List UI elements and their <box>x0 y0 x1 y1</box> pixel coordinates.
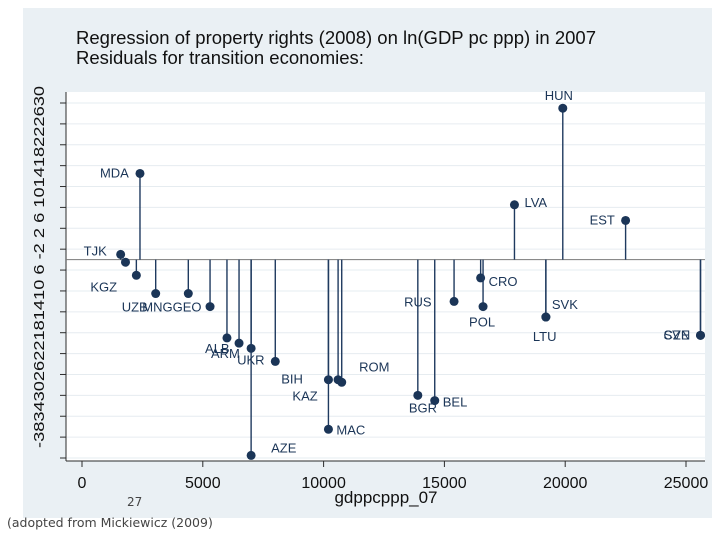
chart-title: Regression of property rights (2008) on … <box>76 27 596 48</box>
point-label: EST <box>590 212 615 227</box>
data-point <box>558 103 568 113</box>
point-label: RUS <box>404 294 432 309</box>
data-point <box>541 312 551 322</box>
point-label: UZB <box>122 300 148 315</box>
data-point <box>476 273 486 283</box>
point-label: CZE <box>663 327 689 342</box>
plot-area <box>66 92 705 461</box>
data-point <box>183 289 193 299</box>
point-label: KGZ <box>90 279 117 294</box>
data-point <box>222 333 232 343</box>
data-point <box>337 377 347 387</box>
x-tick-label: 0 <box>78 475 87 492</box>
point-label: TJK <box>84 243 107 258</box>
point-label: MNGGEO <box>142 300 201 315</box>
point-label: LTU <box>533 329 557 344</box>
x-tick-label: 10000 <box>301 475 346 492</box>
data-point <box>509 200 519 210</box>
point-label: LVA <box>524 195 547 210</box>
data-point <box>478 302 488 312</box>
data-point <box>413 390 423 400</box>
data-point <box>234 338 244 348</box>
x-tick-label: 15000 <box>422 475 467 492</box>
point-label: HUN <box>545 88 573 103</box>
source-note: (adopted from Mickiewicz (2009) <box>7 515 213 530</box>
data-point <box>323 424 333 434</box>
x-axis-ticks: 0 5000 10000 15000 20000 25000 <box>78 461 709 492</box>
data-point <box>270 356 280 366</box>
y-tick-label-string: -3834302622181410 6 -2 2 6 101418222630 <box>32 86 48 448</box>
x-axis-title: gdppcppp_07 <box>334 488 437 507</box>
point-label: BEL <box>443 395 468 410</box>
point-label: BGR <box>409 400 437 415</box>
data-point <box>695 330 705 340</box>
point-label: ARM <box>211 346 240 361</box>
y-axis-ticks <box>60 102 66 459</box>
data-point <box>131 270 141 280</box>
point-label: UKR <box>237 352 264 367</box>
point-label: MAC <box>336 422 365 437</box>
data-point <box>205 302 215 312</box>
data-point <box>430 396 440 406</box>
point-label: ALB <box>205 341 230 356</box>
data-point <box>116 249 126 259</box>
x-tick-label: 5000 <box>185 475 221 492</box>
point-label: CRO <box>489 274 518 289</box>
point-label: SVK <box>552 297 578 312</box>
x-tick-label: 25000 <box>664 475 709 492</box>
chart-subtitle: Residuals for transition economies: <box>76 47 364 68</box>
residual-stems <box>116 103 705 460</box>
data-point <box>120 257 130 267</box>
data-point <box>135 168 145 178</box>
page-number: 27 <box>127 495 143 509</box>
data-point <box>621 215 631 225</box>
data-point <box>246 450 256 460</box>
grid-lines <box>66 102 705 459</box>
point-label: MDA <box>100 165 129 180</box>
point-label: BIH <box>281 371 303 386</box>
point-label: ROM <box>359 360 389 375</box>
x-tick-label: 20000 <box>543 475 588 492</box>
point-label: AZE <box>271 440 297 455</box>
data-point <box>151 289 161 299</box>
point-label: SVN <box>663 327 690 342</box>
point-label: POL <box>469 315 495 330</box>
point-label: KAZ <box>292 389 317 404</box>
data-point <box>449 296 459 306</box>
